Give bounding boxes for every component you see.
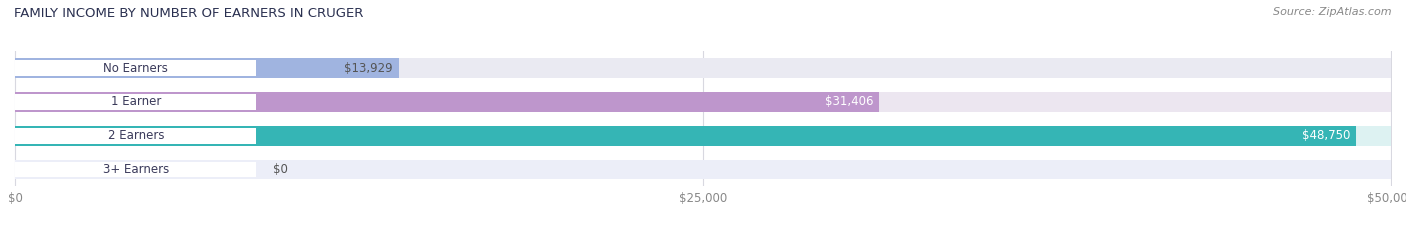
Text: FAMILY INCOME BY NUMBER OF EARNERS IN CRUGER: FAMILY INCOME BY NUMBER OF EARNERS IN CR… [14,7,363,20]
Bar [15,160,1391,179]
Text: No Earners: No Earners [103,62,169,75]
Bar [15,92,1391,112]
Bar [15,60,256,76]
Bar [15,162,256,177]
Bar [15,128,256,144]
Text: $13,929: $13,929 [344,62,394,75]
Bar [15,58,1391,78]
Bar [15,126,1391,146]
Bar [15,92,879,112]
Bar [15,58,398,78]
Text: 1 Earner: 1 Earner [111,96,160,108]
Text: 3+ Earners: 3+ Earners [103,163,169,176]
Text: $48,750: $48,750 [1302,129,1351,142]
Bar [15,126,1357,146]
Text: Source: ZipAtlas.com: Source: ZipAtlas.com [1274,7,1392,17]
Text: $31,406: $31,406 [825,96,873,108]
Bar [15,94,256,110]
Text: $0: $0 [273,163,287,176]
Bar [15,160,232,179]
Text: 2 Earners: 2 Earners [107,129,165,142]
